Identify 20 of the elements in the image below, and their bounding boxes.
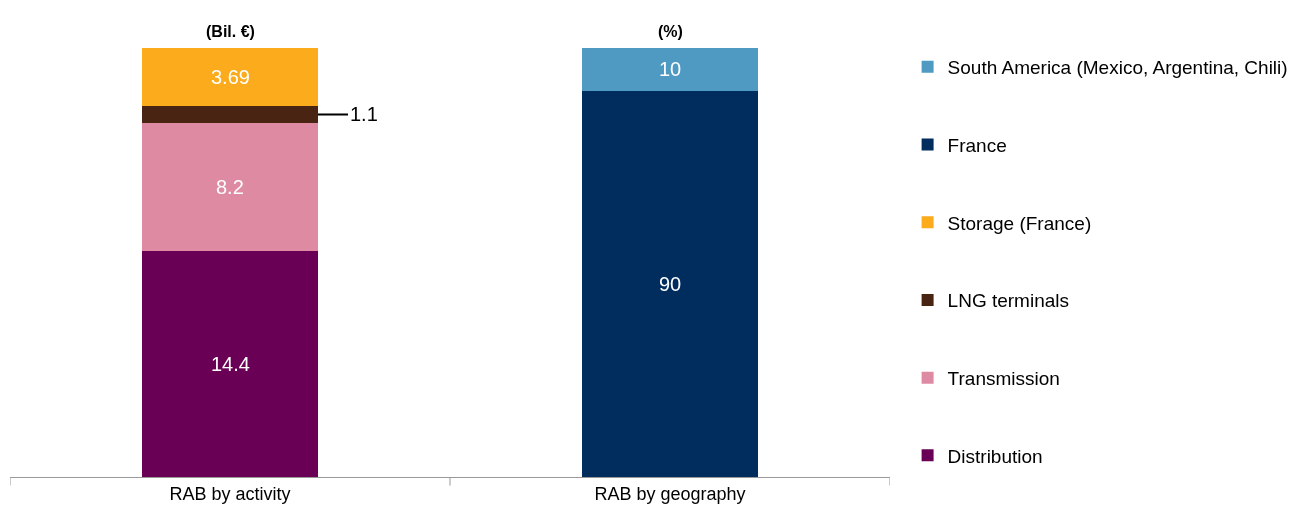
- data-label: 14.4: [211, 353, 250, 375]
- legend-label: LNG terminals: [947, 290, 1070, 312]
- legend-label: Storage (France): [947, 212, 1092, 234]
- bar: [142, 48, 318, 106]
- data-label: 8.2: [216, 176, 244, 198]
- bar: [142, 251, 318, 477]
- data-label: 90: [659, 273, 682, 295]
- x-tick-label: RAB by activity: [169, 483, 291, 504]
- legend-label: Transmission: [947, 368, 1060, 390]
- legend-label: South America (Mexico, Argentina, Chili): [947, 57, 1288, 79]
- x-tick-label: RAB by geography: [594, 483, 746, 504]
- text: (%): [658, 23, 683, 40]
- bar: [142, 105, 318, 124]
- legend-label: Distribution: [947, 445, 1043, 467]
- bar: [142, 123, 318, 252]
- data-label: 3.69: [211, 66, 250, 88]
- legend-label: France: [947, 134, 1007, 156]
- data-label: 10: [659, 58, 682, 80]
- data-label: 1.1: [350, 103, 378, 125]
- text: (Bil. €): [206, 23, 255, 40]
